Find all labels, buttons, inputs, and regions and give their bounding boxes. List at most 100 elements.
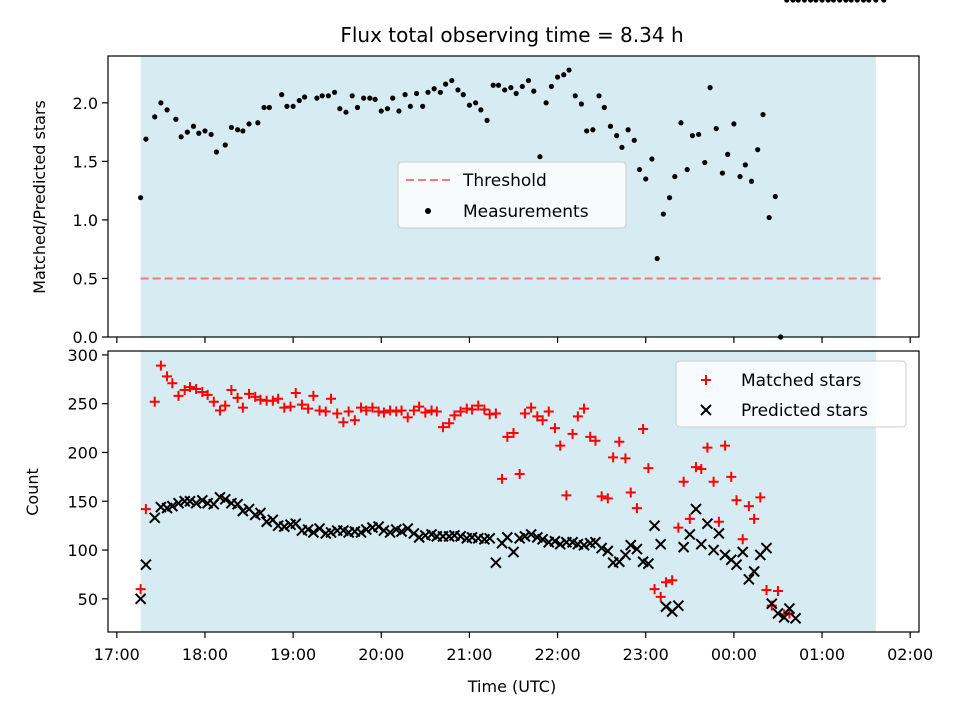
predicted-star-point (648, 519, 661, 532)
measurement-point (737, 173, 743, 180)
matched-star-point (290, 387, 301, 398)
matched-star-point (250, 391, 261, 402)
matched-star-point (508, 427, 519, 438)
predicted-star-point (149, 512, 161, 524)
matched-star-point (444, 418, 455, 429)
measurement-point (343, 109, 349, 115)
predicted-stars-points (136, 492, 802, 625)
matched-star-point (244, 388, 255, 399)
predicted-star-point (355, 526, 367, 539)
measurement-point (490, 82, 496, 88)
matched-star-point (267, 395, 278, 406)
matched-star-point (320, 406, 331, 417)
measurement-point (578, 101, 584, 107)
matched-star-point (596, 491, 607, 502)
predicted-star-point (695, 538, 707, 550)
predicted-star-point (772, 607, 784, 620)
measurement-point (548, 83, 555, 90)
bottom-y-tick-label: 50 (78, 590, 98, 609)
matched-star-point (214, 405, 225, 416)
measurement-point (760, 111, 766, 118)
predicted-star-point (778, 611, 790, 624)
bottom-y-tick-label: 300 (67, 346, 98, 365)
matched-star-point (135, 584, 146, 595)
measurement-point (337, 106, 343, 112)
matched-star-point (414, 401, 425, 412)
top-y-tick-label: 1.0 (73, 211, 98, 230)
legend-measurements-label: Measurements (463, 202, 589, 222)
matched-star-point (590, 435, 601, 446)
top-y-tick-label: 0.0 (73, 328, 98, 347)
measurement-point (866, 0, 872, 3)
matched-star-point (772, 586, 783, 597)
matched-star-point (614, 436, 625, 447)
measurement-point (208, 131, 214, 138)
measurement-point (607, 123, 614, 129)
matched-star-point (273, 393, 284, 404)
matched-star-point (237, 402, 248, 413)
predicted-star-point (578, 539, 590, 551)
measurement-point (279, 92, 285, 98)
bottom-panel: 50 100 150 200 250 300 17:00 18:00 19:00 20:00 21… (23, 346, 933, 696)
predicted-star-point (736, 546, 749, 558)
measurement-point (460, 92, 466, 98)
measurement-point (372, 96, 378, 102)
matched-star-point (361, 405, 372, 416)
measurement-point (196, 130, 202, 136)
measurement-point (361, 95, 367, 101)
bottom-x-tick-label: 17:00 (94, 645, 140, 664)
matched-star-point (702, 442, 713, 453)
measurement-point (390, 95, 396, 101)
measurement-point (830, 0, 837, 3)
predicted-star-point (684, 528, 696, 541)
matched-star-point (667, 575, 678, 586)
predicted-star-point (672, 599, 685, 612)
matched-star-point (208, 396, 219, 407)
predicted-star-point (237, 505, 249, 517)
predicted-star-point (196, 494, 209, 506)
bottom-y-tick-label: 200 (67, 443, 98, 462)
measurement-point (466, 102, 473, 108)
matched-star-point (396, 405, 407, 416)
measurement-point (666, 195, 673, 201)
measurement-point (584, 128, 590, 134)
bottom-x-tick-label: 02:00 (887, 645, 933, 664)
predicted-star-point (454, 530, 467, 543)
matched-stars-points (136, 361, 795, 620)
predicted-star-point (619, 549, 632, 561)
measurement-point (173, 116, 179, 122)
measurement-point (636, 166, 643, 173)
top-x-axis-ticks (116, 337, 911, 343)
measurement-point (614, 133, 620, 139)
measurement-point (484, 117, 490, 123)
measurement-point (378, 108, 384, 114)
top-legend: Threshold Measurements (397, 161, 627, 229)
predicted-star-point (766, 597, 778, 610)
predicted-star-point (507, 546, 520, 558)
matched-star-point (602, 493, 613, 504)
figure-title: Flux total observing time = 8.34 h (340, 23, 683, 47)
predicted-star-point (140, 558, 152, 571)
matched-star-point (561, 490, 572, 501)
bottom-x-tick-label: 19:00 (270, 645, 316, 664)
predicted-star-point (701, 517, 714, 530)
measurement-point (807, 0, 814, 3)
measurement-point (296, 97, 302, 104)
bottom-y-tick-label: 250 (67, 395, 98, 414)
top-y-axis-ticks: 0.0 0.5 1.0 1.5 2.0 (73, 94, 108, 347)
measurement-point (819, 0, 825, 3)
measurement-point (508, 85, 514, 91)
measurement-point (531, 88, 537, 94)
matched-star-point (631, 503, 642, 514)
predicted-star-point (642, 557, 655, 570)
predicted-star-point (483, 532, 496, 545)
matched-star-point (140, 504, 151, 515)
predicted-star-point (413, 531, 425, 544)
predicted-star-point (378, 524, 390, 537)
matched-star-point (761, 585, 772, 596)
measurement-point (725, 151, 731, 157)
measurement-point (572, 93, 578, 99)
matched-star-point (549, 423, 560, 434)
predicted-star-point (519, 530, 531, 543)
measurement-point (425, 89, 431, 95)
